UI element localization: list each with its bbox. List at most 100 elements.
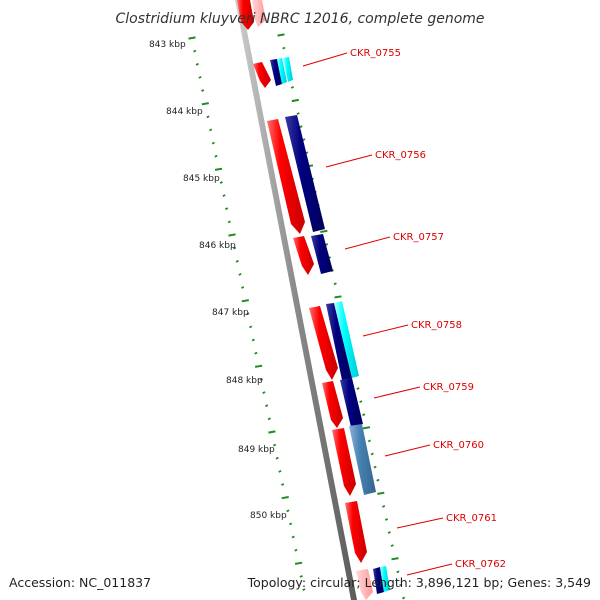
outer-ruler-minor-tick [290,85,295,89]
ruler-minor-tick [280,483,285,486]
ruler-minor-tick [232,246,237,250]
ruler-minor-tick [206,115,210,119]
genome-summary-text: Topology: circular; Length: 3,896,121 bp… [247,575,591,590]
label-leader-line [302,52,348,67]
gene-label[interactable]: CKR_0760 [433,440,484,451]
ruler-major-tick [241,299,249,303]
ruler-major-tick [214,167,223,171]
ruler-minor-tick [254,351,258,355]
outer-ruler-major-tick [320,229,328,233]
label-leader-line [406,563,453,576]
gene-label[interactable]: CKR_0755 [350,48,401,59]
cds-feature-partial[interactable] [237,0,254,30]
ruler-minor-tick [201,89,205,92]
backbone-strip [235,0,357,600]
cds-feature-partial[interactable] [356,569,373,600]
ruler-minor-tick [238,272,242,276]
outer-ruler-minor-tick [282,46,286,50]
ruler-minor-tick [222,194,226,198]
gene-labels: CKR_0755 CKR_0756 CKR_0757 CKR_0758 CKR_… [350,48,506,570]
gene-feature[interactable] [340,378,363,427]
ruler-minor-tick [272,443,277,447]
label-leader-line [373,386,421,399]
ruler-minor-tick [240,286,245,289]
rna-feature[interactable] [334,301,359,378]
genome-title: Clostridium kluyveri NBRC 12016, complet… [115,11,484,27]
ruler-major-tick [188,36,196,40]
ruler-major-tick [268,430,276,434]
gene-label[interactable]: CKR_0757 [393,232,444,243]
label-leader-line [384,444,431,457]
gene-label[interactable]: CKR_0758 [411,320,462,331]
rna-feature[interactable] [380,566,390,592]
ruler-major-tick [228,233,236,237]
other-feature[interactable] [349,424,376,495]
position-ruler [188,36,306,592]
outer-ruler-major-tick [377,491,385,495]
ruler-minor-tick [267,417,271,421]
ruler-tick-label: 850 kbp [250,511,287,521]
outer-ruler-major-tick [334,295,342,299]
ruler-minor-tick [288,522,293,526]
cds-feature[interactable] [253,62,271,88]
gene-feature[interactable] [326,303,352,380]
cds-feature[interactable] [293,236,314,275]
ruler-minor-tick [195,62,199,66]
ruler-minor-tick [291,535,295,539]
outer-ruler-minor-tick [362,413,366,417]
ruler-tick-label: 848 kbp [226,376,263,386]
outer-ruler-minor-tick [370,452,374,456]
ruler-tick-label: 846 kbp [199,241,236,251]
ruler-major-tick [201,102,209,106]
gene-label[interactable]: CKR_0762 [455,559,506,570]
gene-label[interactable]: CKR_0761 [446,513,497,524]
label-leader-line [325,154,373,168]
gene-feature[interactable] [311,234,333,274]
outer-ruler-major-tick [277,33,285,37]
ruler-major-tick [254,364,263,368]
rna-feature[interactable] [277,58,287,84]
outer-ruler-minor-tick [299,125,303,129]
ruler-minor-tick [275,456,279,460]
cds-feature[interactable] [267,119,305,234]
ruler-minor-tick [259,377,263,381]
gene-label[interactable]: CKR_0759 [423,382,474,393]
ruler-minor-tick [224,207,229,211]
cds-feature-partial[interactable] [252,0,266,27]
ruler-minor-tick [198,75,202,79]
ruler-minor-tick [302,588,306,592]
label-leaders [302,52,453,576]
gene-feature[interactable] [285,115,325,232]
gene-label[interactable]: CKR_0756 [375,150,426,161]
rna-feature[interactable] [283,57,293,82]
outer-ruler-minor-tick [384,518,389,521]
cds-feature[interactable] [309,306,338,380]
gene-feature[interactable] [270,59,282,86]
feature-track [237,0,390,600]
gene-feature[interactable] [373,567,384,594]
outer-ruler-minor-tick [333,282,337,286]
ruler-tick-label: 849 kbp [238,445,275,455]
ruler-minor-tick [248,325,253,329]
cds-feature[interactable] [322,381,343,428]
ruler-minor-tick [299,574,303,578]
ruler-minor-tick [286,509,290,513]
outer-ruler-major-tick [291,98,299,103]
cds-feature[interactable] [332,428,356,496]
ruler-minor-tick [193,49,197,53]
label-leader-line [344,236,391,250]
genome-backbone [235,0,357,600]
outer-ruler-minor-tick [376,478,380,482]
ruler-minor-tick [294,548,298,552]
ruler-minor-tick [278,469,282,473]
ruler-minor-tick [214,154,218,158]
outer-ruler-minor-tick [381,504,386,508]
outer-ruler-major-tick [362,426,371,430]
ruler-tick-labels: 843 kbp 844 kbp 845 kbp 846 kbp 847 kbp … [149,40,287,521]
cds-feature[interactable] [345,501,367,563]
outer-ruler-minor-tick [396,570,400,574]
ruler-minor-tick [251,338,255,342]
outer-ruler-minor-tick [390,544,394,548]
